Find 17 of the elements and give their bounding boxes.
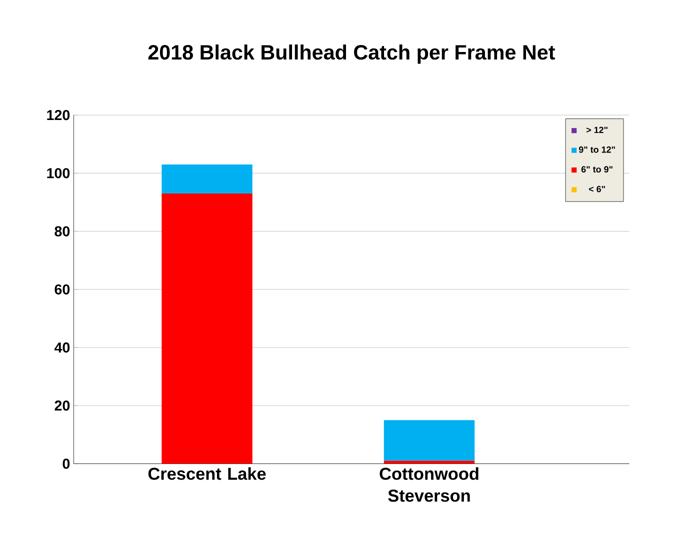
y-tick-label: 20 [54,400,70,411]
legend-label: < 6" [588,186,605,192]
y-tick-label: 100 [47,168,70,178]
y-tick-label: 40 [54,342,70,353]
legend-label: > 12" [586,126,608,133]
x-tick-label: Cottonwood Steverson [380,467,478,502]
chart-title: 2018 Black Bullhead Catch per Frame Net [148,44,555,64]
y-tick-label: 0 [62,458,70,469]
x-tick-label: Crescent Lake [148,467,266,480]
y-tick-label: 80 [54,226,70,236]
legend-label: 6" to 9" [581,166,612,172]
legend-label: 9" to 12" [578,146,615,153]
y-tick-label: 60 [54,284,70,294]
bar [162,164,252,194]
y-tick-label: 120 [47,110,70,120]
bar [162,193,252,464]
bar [384,420,475,461]
